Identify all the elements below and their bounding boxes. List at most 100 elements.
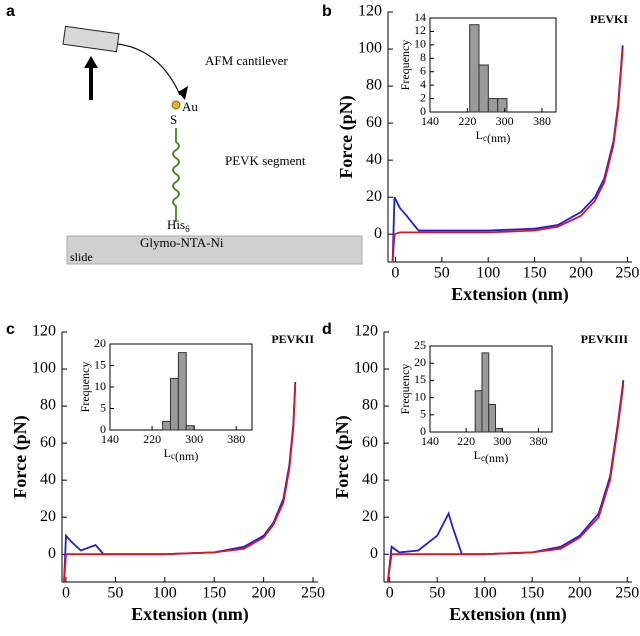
y-tick-label: 40 <box>40 471 56 488</box>
label: Au <box>182 99 198 114</box>
x-tick-label: 220 <box>457 434 475 448</box>
x-tick-label: 380 <box>529 434 547 448</box>
x-axis-label: Extension (nm) <box>451 284 569 305</box>
y-axis-label: Frequency <box>78 362 92 413</box>
subscript: c <box>483 133 487 143</box>
x-tick-label: 50 <box>429 585 445 602</box>
subscript: c <box>481 453 485 463</box>
label: PEVK segment <box>225 153 306 168</box>
y-tick-label: 20 <box>40 508 56 525</box>
histogram-bar <box>497 98 508 113</box>
y-tick-label: 2 <box>420 90 426 104</box>
y-tick-label: 40 <box>366 151 382 168</box>
y-tick-label: 0 <box>374 225 382 242</box>
x-tick-label: 150 <box>202 585 226 602</box>
subscript: 6 <box>185 224 190 234</box>
diagram: a AFM cantilever Au S PEVK segment His6 … <box>6 3 363 265</box>
label: Glymo-NTA-Ni <box>140 235 224 250</box>
y-tick-label: 20 <box>414 355 426 369</box>
label: His6 <box>167 217 190 234</box>
y-tick-label: 0 <box>48 545 56 562</box>
series-line <box>391 48 624 263</box>
tip <box>178 86 188 100</box>
cantilever-base <box>62 25 120 53</box>
y-axis-label: Frequency <box>398 40 412 91</box>
x-tick-label: 150 <box>520 585 544 602</box>
histogram-bar <box>495 428 503 433</box>
x-tick-label: 200 <box>569 265 593 282</box>
x-axis-label: (nm) <box>175 449 198 463</box>
x-tick-label: 0 <box>386 585 394 602</box>
x-axis-label: L <box>474 448 481 462</box>
annotation: PEVKIII <box>581 332 629 346</box>
histogram-bar <box>469 24 480 113</box>
x-tick-label: 100 <box>153 585 177 602</box>
y-tick-label: 80 <box>362 397 378 414</box>
x-axis-label: L <box>164 446 171 460</box>
y-tick-label: 60 <box>40 434 56 451</box>
y-tick-label: 25 <box>414 338 426 352</box>
y-tick-label: 15 <box>414 372 426 386</box>
x-tick-label: 220 <box>143 432 161 446</box>
y-tick-label: 10 <box>414 37 426 51</box>
x-tick-label: 150 <box>523 265 547 282</box>
slide <box>66 235 363 265</box>
histogram-bar <box>177 352 187 431</box>
x-axis-label: (nm) <box>487 131 510 145</box>
y-tick-label: 60 <box>366 114 382 131</box>
y-tick-label: 120 <box>358 3 382 20</box>
x-tick-label: 250 <box>301 585 325 602</box>
histogram-bar <box>169 377 179 431</box>
y-tick-label: 4 <box>420 77 426 91</box>
histogram-bar <box>478 64 489 113</box>
y-tick-label: 20 <box>366 188 382 205</box>
histogram-bar <box>162 420 171 431</box>
y-tick-label: 60 <box>362 434 378 451</box>
x-tick-label: 100 <box>473 585 497 602</box>
panel-label: b <box>322 3 332 20</box>
annotation: PEVKI <box>590 12 628 26</box>
panel-label: d <box>322 321 332 338</box>
panel-label: a <box>6 3 15 20</box>
y-axis-label: Force (pN) <box>10 415 31 498</box>
y-tick-label: 8 <box>420 50 426 64</box>
x-axis-label: Extension (nm) <box>131 604 249 625</box>
x-axis-label: L <box>476 128 483 142</box>
histogram-bar <box>487 98 499 113</box>
histogram-bar <box>488 403 497 433</box>
panel-label: c <box>6 321 15 338</box>
label: His <box>167 217 185 232</box>
y-tick-label: 10 <box>94 379 106 393</box>
y-axis-label: Force (pN) <box>336 95 357 178</box>
x-tick-label: 50 <box>107 585 123 602</box>
x-tick-label: 300 <box>185 432 203 446</box>
x-tick-label: 250 <box>615 585 639 602</box>
cantilever <box>117 43 181 96</box>
histogram-bar <box>481 352 490 433</box>
label: slide <box>70 250 93 264</box>
series-line <box>386 383 625 583</box>
x-tick-label: 50 <box>434 265 450 282</box>
y-tick-label: 100 <box>358 40 382 57</box>
arrow-head <box>84 56 98 68</box>
y-tick-label: 20 <box>94 336 106 350</box>
y-tick-label: 10 <box>414 389 426 403</box>
y-axis-label: Force (pN) <box>332 415 353 498</box>
x-tick-label: 0 <box>62 585 70 602</box>
y-axis-label: Frequency <box>398 364 412 415</box>
y-tick-label: 100 <box>32 360 56 377</box>
inset-frame <box>429 17 557 113</box>
y-tick-label: 15 <box>94 357 106 371</box>
x-tick-label: 140 <box>421 114 439 128</box>
y-tick-label: 80 <box>366 77 382 94</box>
x-tick-label: 220 <box>458 114 476 128</box>
x-axis-label: Extension (nm) <box>449 604 567 625</box>
x-axis-label: (nm) <box>485 451 508 465</box>
y-tick-label: 0 <box>370 545 378 562</box>
x-tick-label: 100 <box>476 265 500 282</box>
y-tick-label: 5 <box>420 407 426 421</box>
y-tick-label: 0 <box>420 424 426 438</box>
x-tick-label: 140 <box>101 432 119 446</box>
x-tick-label: 380 <box>533 114 551 128</box>
